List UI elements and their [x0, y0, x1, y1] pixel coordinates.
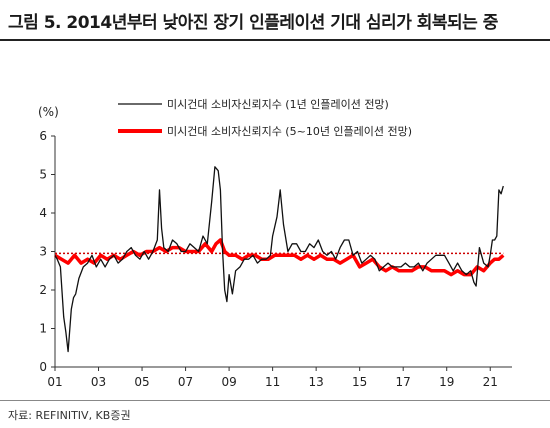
- x-tick-label: 17: [396, 375, 411, 389]
- axes: [54, 136, 512, 368]
- series-group: [54, 166, 505, 353]
- y-tick-label: 5: [39, 168, 47, 182]
- y-tick-label: 2: [39, 283, 47, 297]
- x-tick-label: 01: [47, 375, 62, 389]
- y-tick-label: 1: [39, 322, 47, 336]
- x-tick-label: 07: [178, 375, 193, 389]
- x-tick-labels: 01 03 05 07 09 11 13 15 17 19 21: [47, 367, 498, 389]
- y-tick-labels: 0 1 2 3 4 5 6: [39, 129, 55, 374]
- series-line-1yr: [54, 166, 504, 353]
- legend-entry-1yr-label: 미시건대 소비자신뢰지수 (1년 인플레이션 전망): [167, 98, 389, 111]
- y-tick-label: 0: [39, 360, 47, 374]
- x-tick-label: 09: [221, 375, 236, 389]
- y-tick-label: 6: [39, 129, 47, 143]
- x-tick-label: 05: [134, 375, 149, 389]
- x-tick-label: 03: [91, 375, 106, 389]
- x-tick-label: 15: [352, 375, 367, 389]
- x-tick-label: 11: [265, 375, 280, 389]
- y-tick-label: 3: [39, 245, 47, 259]
- legend-entry-5-10yr-label: 미시건대 소비자신뢰지수 (5~10년 인플레이션 전망): [167, 125, 412, 138]
- x-tick-label: 13: [309, 375, 324, 389]
- x-tick-label: 19: [439, 375, 454, 389]
- legend: 미시건대 소비자신뢰지수 (1년 인플레이션 전망) 미시건대 소비자신뢰지수 (…: [118, 98, 412, 138]
- source-note: 자료: REFINITIV, KB증권: [8, 409, 131, 422]
- y-axis-label: (%): [38, 105, 59, 119]
- y-tick-label: 4: [39, 206, 47, 220]
- figure-title: 그림 5. 2014년부터 낮아진 장기 인플레이션 기대 심리가 회복되는 중: [8, 13, 498, 33]
- title-divider: [0, 39, 550, 41]
- source-divider: [0, 400, 550, 401]
- series-line-5-10yr: [54, 238, 505, 277]
- x-tick-label: 21: [483, 375, 498, 389]
